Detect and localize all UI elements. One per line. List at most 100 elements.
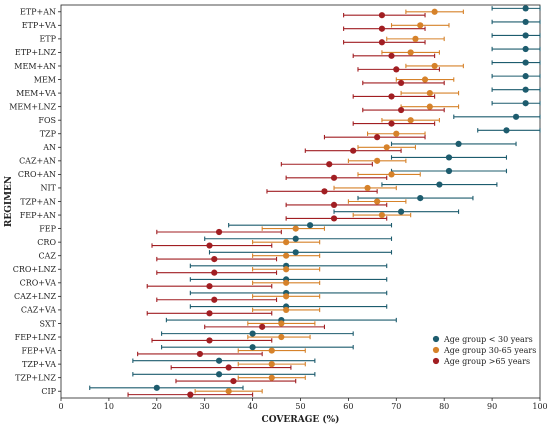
point-mem-s1 bbox=[421, 76, 429, 83]
point-sxt-s2 bbox=[259, 323, 266, 330]
point-etp-lnz-s0 bbox=[522, 45, 529, 53]
point-fos-s1 bbox=[407, 117, 414, 124]
y-tick-label-etp-va: ETP+VA bbox=[22, 21, 56, 30]
x-tick-label: 10 bbox=[104, 402, 114, 411]
y-tick-label-tzp-va: TZP+VA bbox=[22, 360, 56, 369]
y-tick-label-cro-lnz: CRO+LNZ bbox=[13, 265, 57, 274]
point-fos-s2 bbox=[388, 120, 395, 127]
x-tick-label: 20 bbox=[152, 402, 162, 411]
point-caz-lnz-s1 bbox=[283, 293, 290, 300]
x-tick-label: 0 bbox=[58, 402, 63, 411]
x-tick-label: 90 bbox=[487, 402, 497, 411]
point-mem-lnz-s1 bbox=[426, 103, 433, 110]
point-fep-s1 bbox=[292, 225, 299, 232]
point-tzp-va-s2 bbox=[225, 364, 232, 371]
points-layer bbox=[153, 5, 529, 398]
point-cro-va-s1 bbox=[283, 279, 290, 286]
point-caz-an-s1 bbox=[374, 157, 381, 164]
y-tick-label-tzp: TZP bbox=[40, 130, 57, 139]
point-caz-an-s2 bbox=[326, 161, 333, 168]
y-tick-label-caz-lnz: CAZ+LNZ bbox=[14, 292, 56, 301]
y-tick-label-cro-an: CRO+AN bbox=[18, 170, 56, 179]
point-tzp-s2 bbox=[374, 134, 381, 141]
y-axis-title: REGIMEN bbox=[4, 176, 14, 227]
point-etp-s2 bbox=[378, 39, 386, 46]
point-fep-lnz-s0 bbox=[249, 330, 256, 337]
point-an-s2 bbox=[350, 147, 357, 154]
legend-label-s0: Age group < 30 years bbox=[443, 335, 533, 344]
point-mem-s0 bbox=[522, 73, 529, 80]
y-tick-label-fep-an: FEP+AN bbox=[20, 211, 56, 220]
point-fos-s0 bbox=[512, 113, 520, 120]
point-nit-s0 bbox=[436, 181, 443, 188]
point-cro-an-s0 bbox=[445, 167, 453, 175]
point-fep-an-s0 bbox=[397, 208, 405, 215]
point-fep-va-s2 bbox=[196, 350, 204, 358]
point-fep-va-s0 bbox=[249, 344, 256, 351]
y-tick-label-fos: FOS bbox=[38, 116, 56, 125]
point-nit-s1 bbox=[364, 184, 371, 192]
point-fep-lnz-s2 bbox=[206, 337, 213, 344]
point-cro-an-s2 bbox=[330, 174, 338, 181]
point-fep-va-s1 bbox=[268, 347, 275, 354]
y-tick-label-etp-lnz: ETP+LNZ bbox=[15, 48, 57, 57]
y-tick-label-etp-an: ETP+AN bbox=[20, 8, 56, 17]
point-mem-an-s2 bbox=[393, 66, 400, 73]
point-tzp-an-s1 bbox=[374, 198, 381, 205]
point-fep-an-s1 bbox=[378, 211, 386, 219]
point-etp-va-s2 bbox=[378, 25, 386, 32]
point-caz-va-s1 bbox=[283, 306, 290, 314]
x-tick-label: 80 bbox=[439, 402, 449, 411]
point-mem-an-s0 bbox=[522, 59, 529, 66]
point-nit-s2 bbox=[321, 188, 328, 195]
y-tick-label-mem-va: MEM+VA bbox=[16, 89, 56, 98]
point-mem-s2 bbox=[397, 79, 405, 87]
y-tick-label-sxt: SXT bbox=[39, 319, 56, 328]
x-axis-title: COVERAGE (%) bbox=[262, 414, 340, 425]
point-cip-s2 bbox=[187, 391, 194, 398]
y-tick-label-tzp-an: TZP+AN bbox=[20, 197, 56, 206]
point-caz-an-s0 bbox=[445, 154, 453, 161]
point-cro-s2 bbox=[206, 242, 213, 249]
x-tick-label: 50 bbox=[295, 402, 305, 411]
point-mem-lnz-s2 bbox=[397, 106, 405, 114]
y-tick-label-fep: FEP bbox=[39, 224, 56, 233]
point-caz-s1 bbox=[283, 252, 290, 259]
y-tick-label-caz: CAZ bbox=[39, 252, 57, 261]
x-tick-label: 70 bbox=[391, 402, 401, 411]
point-mem-va-s0 bbox=[522, 86, 529, 93]
point-etp-an-s1 bbox=[431, 8, 438, 15]
point-tzp-va-s1 bbox=[268, 361, 275, 368]
point-tzp-lnz-s1 bbox=[268, 374, 275, 381]
point-tzp-s1 bbox=[393, 130, 400, 137]
legend-label-s2: Age group >65 years bbox=[443, 357, 530, 366]
y-tick-label-cip: CIP bbox=[41, 387, 56, 396]
point-etp-lnz-s1 bbox=[407, 49, 414, 56]
point-cro-lnz-s1 bbox=[283, 266, 290, 273]
point-mem-an-s1 bbox=[431, 62, 438, 70]
x-tick-label: 60 bbox=[343, 402, 353, 411]
y-tick-label-mem: MEM bbox=[34, 75, 56, 84]
y-tick-label-mem-an: MEM+AN bbox=[14, 62, 56, 71]
y-tick-label-caz-an: CAZ+AN bbox=[19, 157, 56, 166]
legend: Age group < 30 years Age group 30-65 year… bbox=[432, 335, 536, 366]
legend-marker-s0 bbox=[432, 335, 440, 343]
x-tick-labels: 0 10 20 30 40 50 60 70 80 90 100 bbox=[58, 398, 548, 411]
point-an-s0 bbox=[455, 140, 462, 147]
point-fep-an-s2 bbox=[330, 215, 338, 222]
y-tick-label-tzp-lnz: TZP+LNZ bbox=[15, 373, 56, 382]
point-cro-s0 bbox=[292, 235, 299, 242]
point-caz-s2 bbox=[211, 256, 218, 263]
point-cip-s1 bbox=[225, 388, 232, 395]
y-tick-label-an: AN bbox=[42, 143, 56, 152]
y-tick-label-fep-lnz: FEP+LNZ bbox=[15, 333, 57, 342]
point-tzp-s0 bbox=[503, 127, 510, 134]
point-etp-an-s2 bbox=[378, 12, 386, 19]
point-tzp-an-s0 bbox=[417, 195, 424, 202]
point-fep-s0 bbox=[306, 222, 314, 229]
point-mem-lnz-s0 bbox=[522, 100, 529, 107]
point-etp-s1 bbox=[412, 35, 419, 42]
point-cip-s0 bbox=[153, 384, 160, 391]
point-sxt-s1 bbox=[278, 320, 285, 327]
